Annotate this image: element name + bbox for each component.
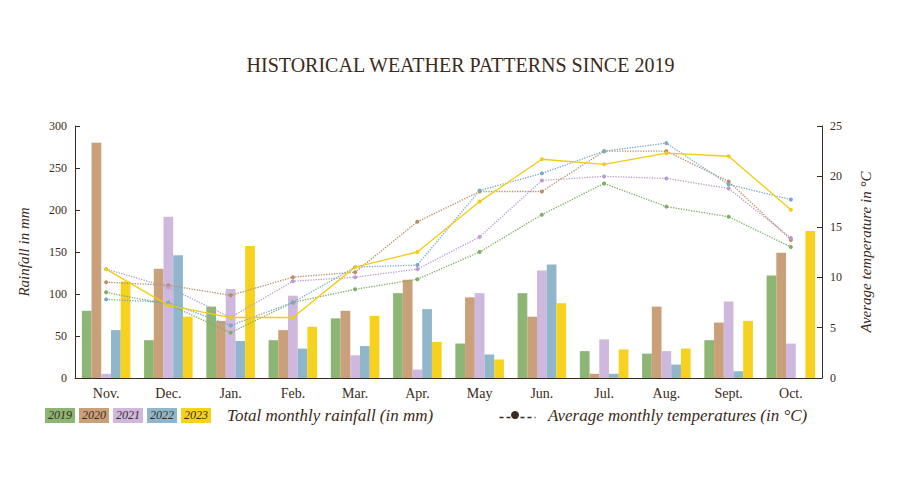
- svg-text:Total monthly rainfall (in mm): Total monthly rainfall (in mm): [227, 406, 434, 425]
- svg-text:Jul.: Jul.: [594, 386, 614, 401]
- svg-text:5: 5: [830, 321, 836, 335]
- svg-text:50: 50: [55, 329, 67, 343]
- svg-text:2023: 2023: [184, 408, 208, 422]
- svg-text:Jun.: Jun.: [530, 386, 553, 401]
- svg-text:Feb.: Feb.: [281, 386, 306, 401]
- svg-text:150: 150: [49, 245, 67, 259]
- svg-text:Nov.: Nov.: [93, 386, 120, 401]
- svg-text:2019: 2019: [48, 408, 72, 422]
- svg-text:10: 10: [830, 270, 842, 284]
- svg-text:100: 100: [49, 287, 67, 301]
- svg-text:Oct.: Oct.: [779, 386, 803, 401]
- svg-text:Average monthly temperatures (: Average monthly temperatures (in °C): [547, 406, 808, 425]
- svg-text:15: 15: [830, 220, 842, 234]
- svg-text:200: 200: [49, 203, 67, 217]
- svg-text:0: 0: [61, 371, 67, 385]
- svg-text:Mar.: Mar.: [342, 386, 368, 401]
- svg-text:Apr.: Apr.: [405, 386, 430, 401]
- svg-text:300: 300: [49, 119, 67, 133]
- svg-text:20: 20: [830, 169, 842, 183]
- svg-text:0: 0: [830, 371, 836, 385]
- svg-text:2020: 2020: [82, 408, 106, 422]
- svg-text:HISTORICAL WEATHER PATTERNS SI: HISTORICAL WEATHER PATTERNS SINCE 2019: [247, 54, 675, 76]
- svg-text:May: May: [467, 386, 493, 401]
- svg-text:Sept.: Sept.: [714, 386, 742, 401]
- svg-text:250: 250: [49, 161, 67, 175]
- svg-text:25: 25: [830, 119, 842, 133]
- svg-text:Aug.: Aug.: [653, 386, 681, 401]
- svg-text:2022: 2022: [150, 408, 174, 422]
- svg-text:Rainfall in mm: Rainfall in mm: [16, 207, 32, 297]
- svg-text:Dec.: Dec.: [155, 386, 181, 401]
- svg-text:Jan.: Jan.: [220, 386, 242, 401]
- svg-text:2021: 2021: [116, 408, 140, 422]
- svg-text:Average temperature in °C: Average temperature in °C: [858, 171, 874, 334]
